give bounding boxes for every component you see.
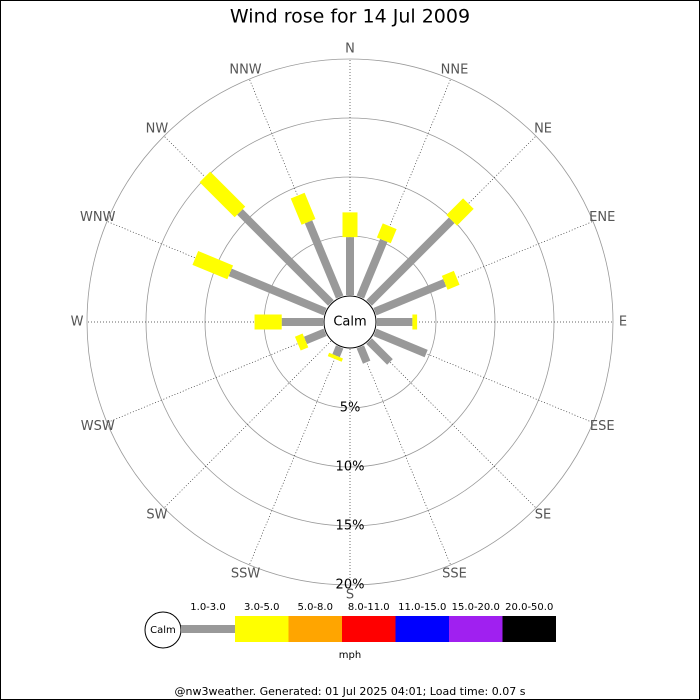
ring-label: 20% (336, 578, 365, 593)
direction-label: E (619, 315, 627, 330)
rose-bar (237, 209, 334, 306)
direction-label: ENE (589, 210, 615, 225)
direction-spoke (360, 346, 451, 566)
direction-label: SE (535, 508, 551, 523)
direction-label: NNE (441, 62, 469, 77)
unit-label: mph (339, 650, 361, 661)
ring-label: 10% (336, 460, 365, 475)
direction-label: NW (146, 121, 169, 136)
rose-bar (304, 220, 344, 299)
rose-bar (228, 268, 327, 316)
direction-label: SSE (442, 567, 467, 582)
legend-label: 11.0-15.0 (398, 602, 446, 613)
rose-bar (332, 345, 344, 358)
rose-bar (366, 338, 393, 365)
rose-bar (356, 345, 371, 364)
rose-bar (373, 328, 428, 358)
direction-label: W (71, 315, 84, 330)
direction-label: S (346, 588, 354, 603)
rose-bar (192, 251, 234, 280)
direction-spoke (368, 340, 537, 509)
calm-label: Calm (333, 315, 366, 330)
legend-label: 5.0-8.0 (298, 602, 333, 613)
ring-label: 15% (336, 519, 365, 534)
direction-spoke (163, 340, 332, 509)
rose-bar (441, 270, 460, 290)
rose-bar (376, 223, 397, 244)
legend-swatch (502, 616, 556, 642)
legend-swatch (235, 616, 289, 642)
ring-label: 5% (340, 401, 361, 416)
rose-bar (290, 192, 316, 225)
direction-label: SSW (231, 567, 261, 582)
calm-circle (323, 295, 377, 349)
legend-calm-label: Calm (150, 625, 176, 636)
direction-label: NNW (229, 62, 261, 77)
direction-label: WNW (80, 210, 116, 225)
legend-label: 8.0-11.0 (348, 602, 390, 613)
rose-bar (446, 198, 474, 226)
legend-label: 3.0-5.0 (244, 602, 279, 613)
grid-ring (86, 58, 614, 586)
direction-spoke (106, 332, 326, 423)
direction-label: NE (534, 121, 552, 136)
legend-label: 15.0-20.0 (452, 602, 500, 613)
direction-label: SW (146, 508, 167, 523)
legend-swatch (288, 616, 342, 642)
rose-bar (356, 238, 388, 299)
chart-title: Wind rose for 14 Jul 2009 (230, 6, 470, 28)
rose-bar (303, 328, 327, 345)
legend-swatch (395, 616, 449, 642)
rose-bar (294, 333, 309, 351)
direction-spoke (249, 346, 340, 566)
rose-bar (327, 352, 343, 362)
legend-label: 20.0-50.0 (505, 602, 553, 613)
legend-swatch (342, 616, 396, 642)
rose-bar (366, 217, 455, 306)
direction-label: N (345, 42, 355, 57)
rose-bar (373, 279, 447, 316)
rose-bar (199, 171, 246, 218)
legend-swatch (449, 616, 503, 642)
legend-swatch (181, 625, 235, 633)
direction-label: ESE (590, 419, 615, 434)
direction-label: WSW (81, 419, 115, 434)
footer: @nw3weather. Generated: 01 Jul 2025 04:0… (175, 685, 526, 698)
legend-label: 1.0-3.0 (190, 602, 225, 613)
